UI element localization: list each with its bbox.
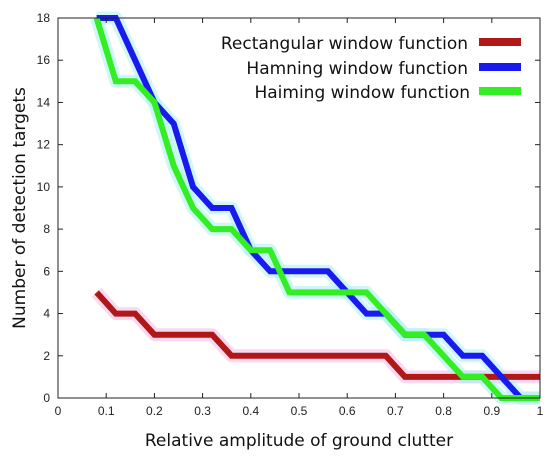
x-tick-label: 1 — [537, 404, 544, 418]
y-tick-label: 0 — [43, 391, 50, 405]
ticks-layer: 0 0.1 0.2 0.3 0.4 0.5 0.6 0.7 0.8 0.9 102468101214… — [37, 11, 544, 418]
x-tick-label: 0.2 — [146, 404, 163, 418]
x-tick-label: 0.4 — [242, 404, 259, 418]
legend: Rectangular window function Hamning windo… — [221, 34, 521, 103]
x-tick-label: 0.3 — [194, 404, 211, 418]
x-tick-label: 0.9 — [483, 404, 500, 418]
legend-label-1: Rectangular window function — [221, 34, 468, 54]
x-tick-label: 0 — [55, 404, 62, 418]
y-tick-label: 16 — [37, 53, 51, 67]
series-layer — [93, 15, 540, 401]
legend-label-3: Haiming window function — [254, 83, 470, 103]
x-tick-label: 0.5 — [291, 404, 308, 418]
x-axis-label: Relative amplitude of ground clutter — [145, 431, 453, 451]
legend-swatch-3 — [479, 87, 521, 95]
x-tick-label: 0.1 — [98, 404, 115, 418]
series-line-3 — [93, 17, 540, 401]
y-tick-label: 8 — [43, 222, 50, 236]
y-tick-label: 2 — [43, 349, 50, 363]
y-tick-label: 10 — [37, 180, 51, 194]
legend-swatch-2 — [479, 63, 521, 71]
y-tick-label: 4 — [43, 307, 50, 321]
x-tick-label: 0.6 — [339, 404, 356, 418]
series-line-1 — [94, 290, 540, 380]
y-tick-label: 12 — [37, 138, 51, 152]
series-line-2 — [96, 15, 540, 401]
y-tick-label: 18 — [37, 11, 51, 25]
legend-label-2: Hamning window function — [246, 59, 468, 79]
y-tick-label: 14 — [37, 95, 51, 109]
y-tick-label: 6 — [43, 264, 50, 278]
x-tick-label: 0.7 — [387, 404, 404, 418]
y-axis-label: Number of detection targets — [10, 87, 30, 329]
legend-swatch-1 — [479, 38, 521, 46]
x-tick-label: 0.8 — [435, 404, 452, 418]
